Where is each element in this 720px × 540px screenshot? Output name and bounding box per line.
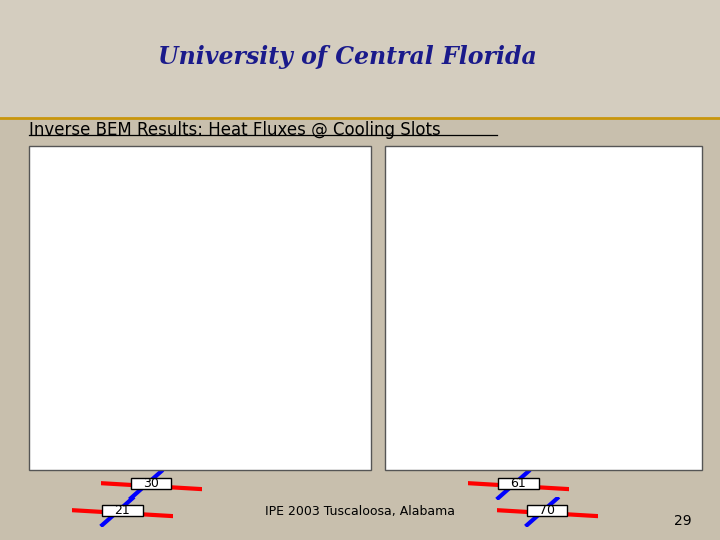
Bar (102, 505, 143, 516)
Text: 61: 61 (510, 477, 526, 490)
Legend: $Q_{GA}$, $Q_{CFD}$, $Q_{AP}$: $Q_{GA}$, $Q_{CFD}$, $Q_{AP}$ (600, 170, 672, 232)
X-axis label: Element: Element (533, 455, 580, 464)
Text: 21: 21 (114, 504, 130, 517)
Circle shape (68, 16, 92, 41)
Polygon shape (36, 16, 94, 98)
Bar (131, 478, 171, 489)
Text: University of Central Florida: University of Central Florida (158, 45, 537, 69)
Legend: $Q_{GA}$, $Q_{CFD}$, $Q_{AP}$: $Q_{GA}$, $Q_{CFD}$, $Q_{AP}$ (188, 352, 260, 413)
Text: Inverse BEM Results: Heat Fluxes @ Cooling Slots: Inverse BEM Results: Heat Fluxes @ Cooli… (29, 120, 441, 139)
Text: 30: 30 (143, 477, 159, 490)
Text: IPE 2003 Tuscaloosa, Alabama: IPE 2003 Tuscaloosa, Alabama (265, 505, 455, 518)
X-axis label: Element: Element (187, 455, 234, 464)
Bar (498, 478, 539, 489)
Bar (527, 505, 567, 516)
Polygon shape (24, 16, 63, 55)
Text: 70: 70 (539, 504, 555, 517)
Text: 29: 29 (674, 514, 691, 528)
